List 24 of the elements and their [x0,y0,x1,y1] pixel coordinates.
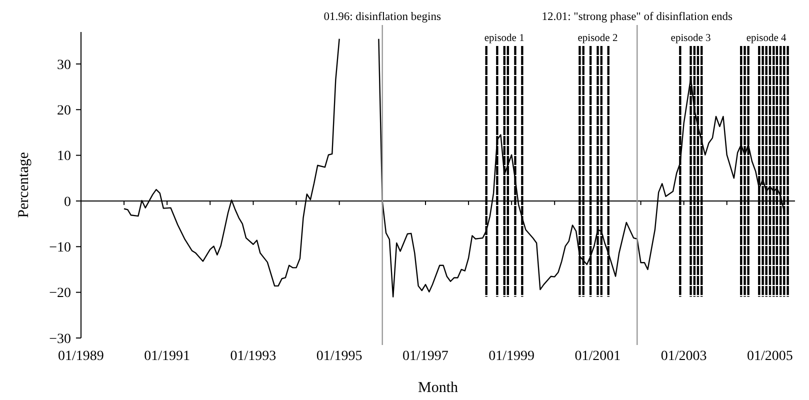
x-tick-label: 01/1991 [144,349,190,364]
y-tick-label: 30 [57,58,71,73]
x-tick-label: 01/1993 [230,349,276,364]
y-tick-label: −10 [49,240,71,256]
ref-line-label: 01.96: disinflation begins [324,11,442,23]
y-tick-label: −30 [49,332,71,347]
x-tick-label: 01/1995 [316,349,362,364]
x-axis-title: Month [418,380,458,396]
y-tick-label: 10 [57,149,71,164]
ref-line-label: episode 4 [746,33,788,44]
x-tick-label: 01/2003 [660,349,707,364]
ref-line-label: episode 2 [578,33,618,44]
y-axis-title: Percentage [16,152,32,218]
x-tick-label: 01/1997 [402,349,448,364]
ref-line-label: episode 1 [484,33,524,44]
ref-line-label: 12.01: "strong phase" of disinflation ends [542,11,734,23]
x-tick-label: 01/2001 [574,349,621,364]
ref-line-label: episode 3 [670,33,711,44]
y-tick-label: 0 [64,194,71,210]
y-tick-label: 20 [57,104,71,119]
y-tick-label: −20 [49,286,71,302]
x-tick-label: 01/1989 [58,349,104,364]
x-tick-label: 01/2005 [747,349,793,364]
x-tick-label: 01/1999 [488,349,535,364]
